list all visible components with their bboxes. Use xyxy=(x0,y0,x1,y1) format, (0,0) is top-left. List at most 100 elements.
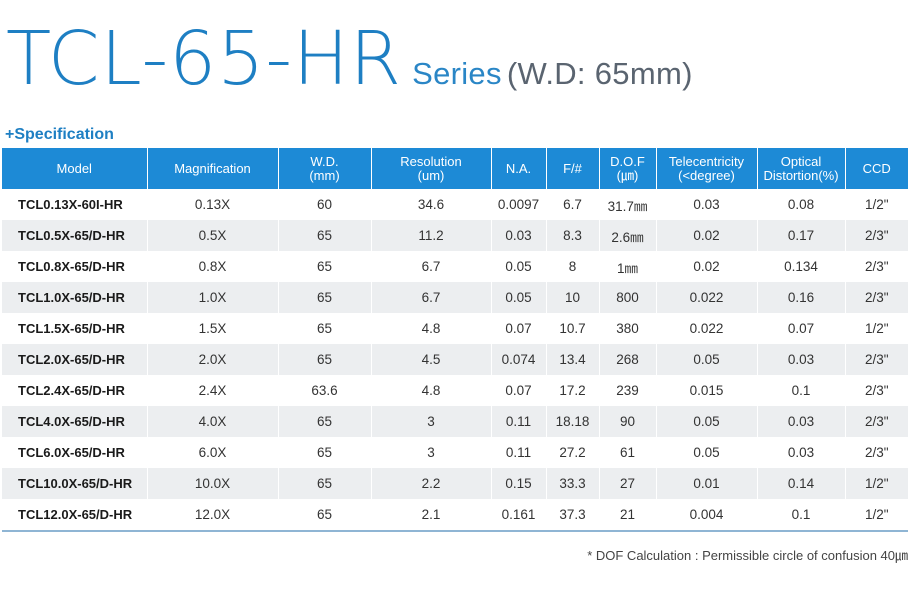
table-cell: 800 xyxy=(599,282,657,313)
table-cell: 4.8 xyxy=(371,313,492,344)
table-cell: 0.05 xyxy=(656,344,758,375)
model-cell: TCL1.0X-65/D-HR xyxy=(2,282,148,313)
table-cell: 0.03 xyxy=(491,220,547,251)
table-row: TCL0.13X-60I-HR 0.13X 60 34.6 0.0097 6.7 31.7㎜… xyxy=(2,189,908,220)
table-cell: 0.004 xyxy=(656,499,758,532)
table-cell: 34.6 xyxy=(371,189,492,220)
table-cell: 0.11 xyxy=(491,406,547,437)
table-cell: 2/3" xyxy=(845,406,908,437)
table-cell: 0.14 xyxy=(757,468,846,499)
column-header: CCD xyxy=(845,148,908,189)
table-cell: 1/2" xyxy=(845,499,908,532)
table-cell: 0.07 xyxy=(757,313,846,344)
column-header: Model xyxy=(2,148,148,189)
table-cell: 0.03 xyxy=(757,344,846,375)
table-cell: 0.03 xyxy=(656,189,758,220)
model-cell: TCL1.5X-65/D-HR xyxy=(2,313,148,344)
table-row: TCL2.0X-65/D-HR 2.0X 65 4.5 0.074 13.4 268 0.05… xyxy=(2,344,908,375)
column-header-text: Magnification xyxy=(174,160,251,176)
column-header-text: (um) xyxy=(417,167,445,183)
column-header-text: Optical xyxy=(780,153,822,169)
table-cell: 65 xyxy=(278,282,372,313)
model-cell: TCL6.0X-65/D-HR xyxy=(2,437,148,468)
table-cell: 27 xyxy=(599,468,657,499)
table-cell: 4.0X xyxy=(147,406,279,437)
table-cell: 6.0X xyxy=(147,437,279,468)
table-cell: 2.0X xyxy=(147,344,279,375)
table-cell: 380 xyxy=(599,313,657,344)
table-cell: 65 xyxy=(278,437,372,468)
table-cell: 63.6 xyxy=(278,375,372,406)
table-cell: 0.07 xyxy=(491,375,547,406)
table-row: TCL0.8X-65/D-HR 0.8X 65 6.7 0.05 8 1㎜ 0.02 0.134… xyxy=(2,251,908,282)
table-cell: 0.05 xyxy=(491,282,547,313)
table-cell: 0.05 xyxy=(491,251,547,282)
table-cell: 0.161 xyxy=(491,499,547,532)
table-row: TCL4.0X-65/D-HR 4.0X 65 3 0.11 18.18 90 0.05 0.0… xyxy=(2,406,908,437)
model-cell: TCL2.0X-65/D-HR xyxy=(2,344,148,375)
table-cell: 65 xyxy=(278,220,372,251)
column-header-text: Distortion(%) xyxy=(763,167,839,183)
specification-table: Model Magnification W.D. (mm) Resolution (um)… xyxy=(2,148,908,532)
model-cell: TCL4.0X-65/D-HR xyxy=(2,406,148,437)
table-cell: 2/3" xyxy=(845,282,908,313)
table-row: TCL2.4X-65/D-HR 2.4X 63.6 4.8 0.07 17.2 239 0.0… xyxy=(2,375,908,406)
table-cell: 0.05 xyxy=(656,437,758,468)
table-cell: 0.11 xyxy=(491,437,547,468)
table-cell: 0.074 xyxy=(491,344,547,375)
table-cell: 6.7 xyxy=(546,189,600,220)
column-header-text: Model xyxy=(56,160,92,176)
table-cell: 65 xyxy=(278,251,372,282)
table-cell: 12.0X xyxy=(147,499,279,532)
column-header: Resolution (um) xyxy=(371,148,492,189)
table-cell: 17.2 xyxy=(546,375,600,406)
table-cell: 3 xyxy=(371,437,492,468)
column-header-text: D.O.F xyxy=(610,153,645,169)
column-header-text: CCD xyxy=(862,160,891,176)
table-cell: 27.2 xyxy=(546,437,600,468)
table-cell: 90 xyxy=(599,406,657,437)
table-cell: 33.3 xyxy=(546,468,600,499)
table-cell: 21 xyxy=(599,499,657,532)
column-header: F/# xyxy=(546,148,600,189)
table-cell: 65 xyxy=(278,499,372,532)
model-cell: TCL10.0X-65/D-HR xyxy=(2,468,148,499)
column-header: D.O.F (㎛) xyxy=(599,148,657,189)
dof-footnote: * DOF Calculation : Permissible circle o… xyxy=(587,548,908,563)
column-header-text: F/# xyxy=(563,160,582,176)
table-cell: 0.03 xyxy=(757,437,846,468)
column-header: Telecentricity (<degree) xyxy=(656,148,758,189)
title-main: TCL-65-HR xyxy=(6,16,403,102)
table-row: TCL6.0X-65/D-HR 6.0X 65 3 0.11 27.2 61 0.05 0.03… xyxy=(2,437,908,468)
specification-label: +Specification xyxy=(5,126,114,143)
table-cell: 10.0X xyxy=(147,468,279,499)
column-header-text: (mm) xyxy=(309,167,340,183)
table-cell: 13.4 xyxy=(546,344,600,375)
table-cell: 2/3" xyxy=(845,344,908,375)
table-cell: 0.0097 xyxy=(491,189,547,220)
column-header: Optical Distortion(%) xyxy=(757,148,846,189)
table-cell: 11.2 xyxy=(371,220,492,251)
table-cell: 0.03 xyxy=(757,406,846,437)
table-cell: 0.1 xyxy=(757,499,846,532)
table-cell: 8 xyxy=(546,251,600,282)
table-cell: 0.022 xyxy=(656,313,758,344)
column-header: W.D. (mm) xyxy=(278,148,372,189)
table-cell: 10.7 xyxy=(546,313,600,344)
table-cell: 268 xyxy=(599,344,657,375)
table-cell: 0.022 xyxy=(656,282,758,313)
table-cell: 37.3 xyxy=(546,499,600,532)
table-cell: 2.4X xyxy=(147,375,279,406)
table-cell: 1.5X xyxy=(147,313,279,344)
table-cell: 1/2" xyxy=(845,313,908,344)
table-cell: 60 xyxy=(278,189,372,220)
table-cell: 1.0X xyxy=(147,282,279,313)
column-header-text: N.A. xyxy=(505,160,532,176)
table-cell: 0.08 xyxy=(757,189,846,220)
column-header-text: Resolution xyxy=(400,153,462,169)
column-header-text: W.D. xyxy=(310,153,339,169)
table-cell: 0.07 xyxy=(491,313,547,344)
title-series: Series xyxy=(412,56,502,91)
table-cell: 8.3 xyxy=(546,220,600,251)
table-cell: 0.134 xyxy=(757,251,846,282)
